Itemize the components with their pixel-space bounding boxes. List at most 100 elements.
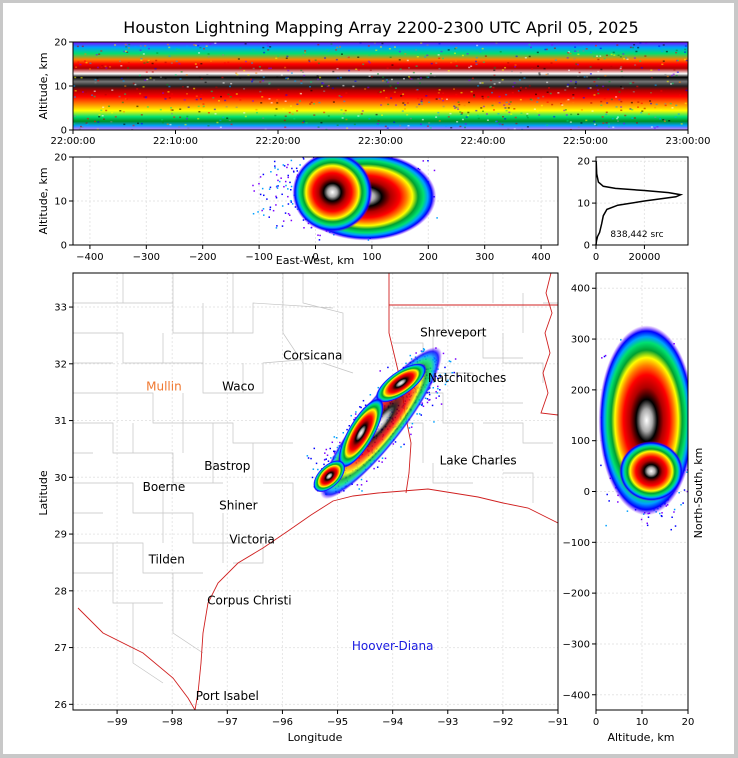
time-source-pixel bbox=[230, 82, 233, 85]
time-source-pixel bbox=[267, 45, 270, 47]
map-source-pixel bbox=[327, 460, 330, 462]
map-source-pixel bbox=[313, 447, 316, 450]
time-source-pixel bbox=[161, 118, 164, 121]
time-source-pixel bbox=[285, 94, 288, 96]
time-source-pixel bbox=[300, 82, 303, 85]
eastwest-source-pixel bbox=[343, 140, 345, 142]
time-source-pixel bbox=[613, 54, 616, 56]
time-source-pixel bbox=[73, 85, 76, 87]
time-source-pixel bbox=[287, 77, 290, 80]
time-source-pixel bbox=[73, 96, 76, 98]
time-source-pixel bbox=[660, 90, 663, 92]
eastwest-source-pixel bbox=[302, 158, 305, 160]
time-source-pixel bbox=[262, 46, 265, 49]
time-source-pixel bbox=[84, 53, 87, 55]
eastwest-source-pixel bbox=[291, 203, 294, 205]
time-source-pixel bbox=[308, 59, 311, 61]
time-source-pixel bbox=[255, 72, 258, 74]
eastwest-source-pixel bbox=[290, 201, 293, 203]
time-source-pixel bbox=[464, 126, 467, 129]
mississippi-river-border bbox=[540, 273, 558, 416]
eastwest-source-pixel bbox=[318, 153, 320, 155]
time-source-pixel bbox=[424, 56, 427, 58]
eastwest-source-pixel bbox=[433, 169, 436, 172]
eastwest-source-pixel bbox=[283, 165, 286, 167]
time-source-pixel bbox=[407, 125, 410, 127]
time-source-pixel bbox=[546, 81, 549, 84]
time-source-pixel bbox=[437, 54, 440, 56]
time-source-pixel bbox=[505, 101, 508, 104]
time-source-pixel bbox=[632, 81, 635, 84]
northsouth-source-pixel bbox=[674, 525, 677, 527]
time-source-pixel bbox=[676, 59, 679, 62]
time-source-pixel bbox=[602, 85, 605, 88]
x-tick-label: 23:00:00 bbox=[666, 136, 711, 147]
time-source-pixel bbox=[184, 123, 187, 126]
time-source-pixel bbox=[428, 122, 431, 124]
x-tick-label: 100 bbox=[362, 252, 381, 263]
eastwest-source-pixel bbox=[277, 168, 279, 171]
eastwest-source-pixel bbox=[303, 227, 305, 229]
time-source-pixel bbox=[390, 97, 393, 99]
time-source-pixel bbox=[520, 112, 523, 114]
eastwest-source-pixel bbox=[282, 220, 285, 222]
time-source-pixel bbox=[499, 51, 502, 53]
time-source-pixel bbox=[634, 64, 637, 66]
time-source-pixel bbox=[600, 100, 603, 103]
time-source-pixel bbox=[607, 88, 610, 91]
time-source-pixel bbox=[595, 124, 598, 126]
northsouth-source-pixel bbox=[600, 464, 602, 467]
northsouth-source-pixel bbox=[686, 471, 688, 473]
time-source-pixel bbox=[600, 104, 603, 107]
time-source-pixel bbox=[166, 83, 169, 86]
time-source-pixel bbox=[323, 90, 326, 92]
eastwest-source-pixel bbox=[281, 193, 283, 196]
eastwest-source-pixel bbox=[283, 185, 285, 188]
eastwest-axes: −400 −300 −200 −100 0 100 200 300 400 0 10 20 bbox=[54, 153, 550, 264]
lma-figure: Houston Lightning Mapping Array 2200-230… bbox=[37, 18, 711, 744]
time-source-pixel bbox=[458, 103, 461, 106]
time-source-pixel bbox=[338, 95, 341, 97]
time-source-pixel bbox=[666, 80, 669, 83]
time-source-pixel bbox=[210, 90, 213, 93]
time-source-pixel bbox=[382, 76, 385, 78]
time-source-pixel bbox=[200, 93, 203, 96]
time-source-pixel bbox=[389, 56, 392, 59]
time-source-pixel bbox=[653, 127, 656, 129]
time-source-pixel bbox=[142, 53, 145, 55]
time-source-pixel bbox=[574, 86, 577, 89]
time-source-pixel bbox=[408, 67, 411, 69]
time-source-pixel bbox=[101, 114, 104, 117]
eastwest-source-pixel bbox=[358, 152, 360, 154]
x-tick-label: −92 bbox=[492, 717, 513, 728]
eastwest-source-pixel bbox=[317, 149, 319, 151]
time-source-pixel bbox=[316, 75, 319, 77]
eastwest-source-pixel bbox=[354, 152, 356, 154]
eastwest-source-pixel bbox=[269, 186, 272, 189]
time-source-pixel bbox=[650, 76, 653, 79]
time-source-pixel bbox=[100, 109, 103, 112]
time-source-pixel bbox=[276, 76, 279, 78]
time-source-pixel bbox=[290, 72, 293, 74]
map-source-pixel bbox=[312, 468, 315, 470]
time-source-pixel bbox=[449, 112, 452, 115]
time-source-pixel bbox=[217, 100, 220, 102]
time-source-pixel bbox=[553, 47, 556, 50]
time-source-pixel bbox=[111, 111, 114, 114]
time-source-pixel bbox=[86, 117, 89, 120]
northsouth-source-pixel bbox=[689, 339, 691, 341]
time-source-pixel bbox=[147, 59, 150, 62]
time-source-pixel bbox=[459, 111, 462, 113]
time-source-pixel bbox=[637, 101, 640, 103]
time-source-pixel bbox=[178, 126, 181, 128]
time-source-pixel bbox=[277, 88, 280, 91]
eastwest-source-pixel bbox=[270, 171, 272, 173]
northsouth-source-pixel bbox=[680, 504, 682, 506]
map-source-pixel bbox=[416, 413, 418, 415]
time-source-pixel bbox=[255, 111, 258, 114]
time-source-pixel bbox=[235, 93, 238, 95]
time-source-pixel bbox=[409, 117, 412, 120]
map-source-pixel bbox=[306, 455, 309, 457]
time-source-pixel bbox=[482, 61, 485, 63]
x-tick-label: −100 bbox=[245, 252, 272, 263]
